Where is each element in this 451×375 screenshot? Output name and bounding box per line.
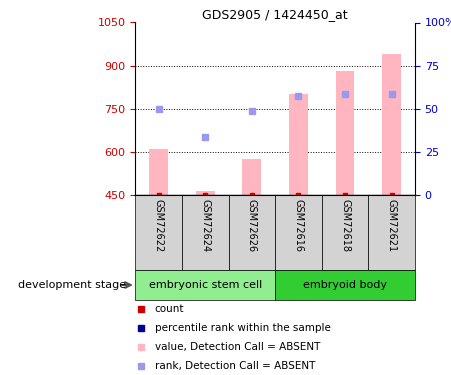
Text: embryoid body: embryoid body [303,280,387,290]
Text: GSM72618: GSM72618 [340,199,350,252]
Text: embryonic stem cell: embryonic stem cell [148,280,262,290]
Bar [135,270,275,300]
Bar [382,54,401,195]
Text: count: count [155,304,184,314]
Bar [229,195,275,270]
Text: percentile rank within the sample: percentile rank within the sample [155,323,331,333]
Bar [135,195,182,270]
Bar [289,94,308,195]
Bar [275,195,322,270]
Text: GSM72616: GSM72616 [294,199,304,252]
Bar [149,149,168,195]
Text: GSM72621: GSM72621 [387,199,396,252]
Bar [368,195,415,270]
Text: GSM72624: GSM72624 [200,199,210,252]
Text: GSM72622: GSM72622 [154,199,164,252]
Bar [196,190,215,195]
Bar [322,195,368,270]
Text: development stage: development stage [18,280,126,290]
Text: value, Detection Call = ABSENT: value, Detection Call = ABSENT [155,342,320,352]
Bar [336,71,354,195]
Text: GSM72626: GSM72626 [247,199,257,252]
Bar [275,270,415,300]
Bar [182,195,229,270]
Bar [243,159,261,195]
Title: GDS2905 / 1424450_at: GDS2905 / 1424450_at [202,8,348,21]
Text: rank, Detection Call = ABSENT: rank, Detection Call = ABSENT [155,361,315,370]
